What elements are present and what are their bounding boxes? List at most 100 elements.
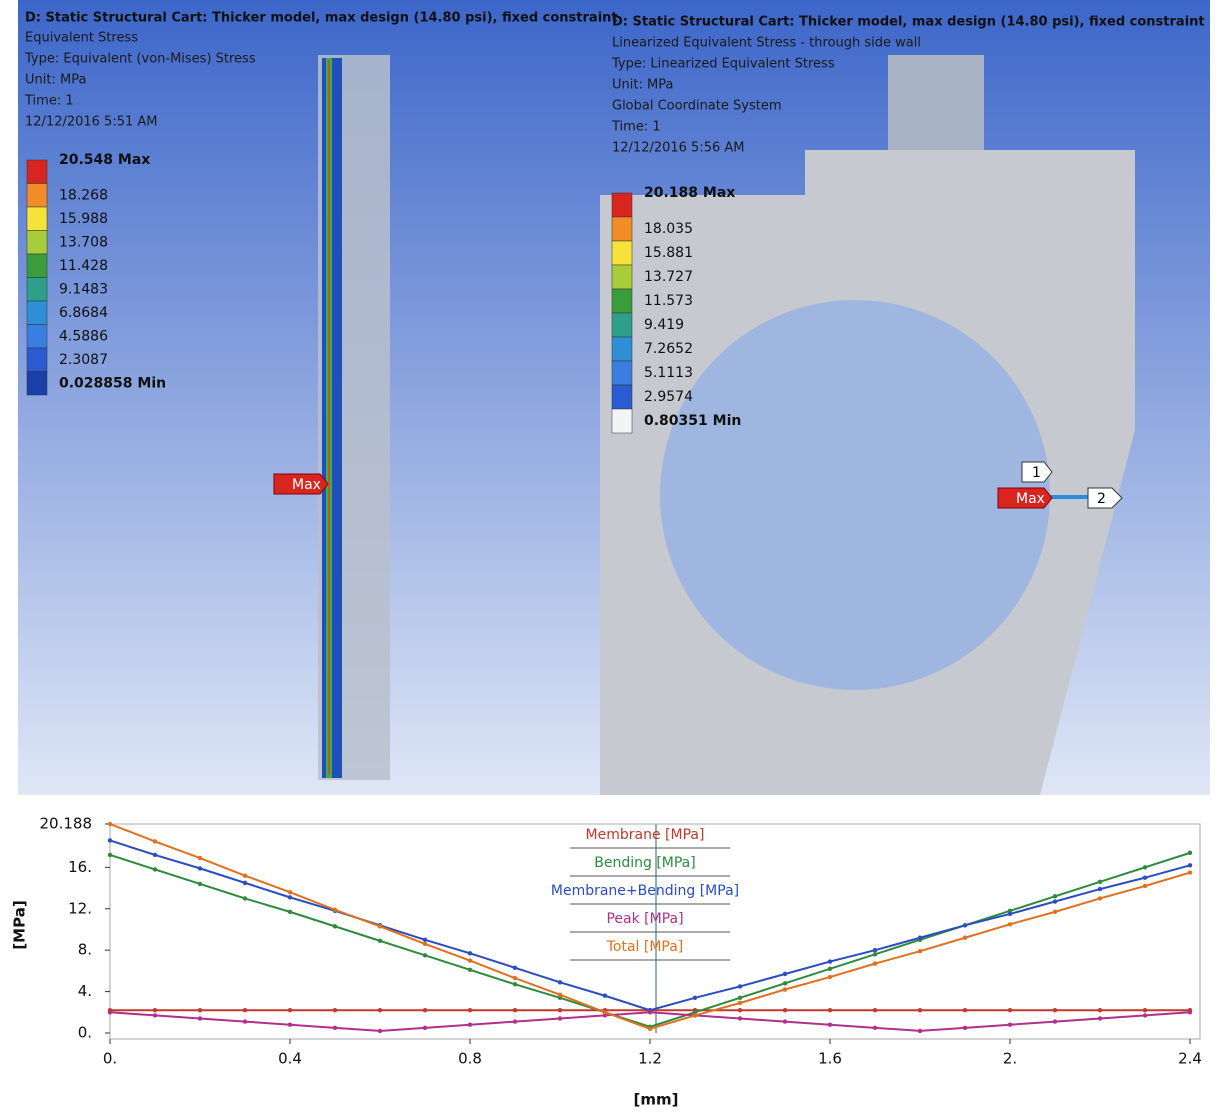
legend-swatch — [612, 313, 632, 337]
data-point — [693, 1013, 697, 1017]
legend-label: 5.1113 — [644, 365, 693, 381]
data-point — [1008, 1023, 1012, 1027]
data-point — [153, 867, 157, 871]
data-point — [153, 1013, 157, 1017]
data-point — [378, 924, 382, 928]
legend-swatch — [27, 348, 47, 372]
data-point — [783, 981, 787, 985]
data-point — [783, 1008, 787, 1012]
data-point — [468, 958, 472, 962]
panel-line: Time: 1 — [611, 120, 661, 135]
legend-swatch — [27, 207, 47, 231]
data-point — [738, 1016, 742, 1020]
data-point — [288, 890, 292, 894]
data-point — [963, 923, 967, 927]
data-point — [738, 996, 742, 1000]
data-point — [873, 1008, 877, 1012]
hole — [660, 300, 1050, 690]
data-point — [1098, 896, 1102, 900]
y-tick-label: 20.188 — [40, 815, 93, 833]
data-point — [198, 1008, 202, 1012]
legend-swatch — [612, 337, 632, 361]
data-point — [423, 942, 427, 946]
legend-entry: Membrane [MPa] — [586, 827, 705, 843]
data-point — [918, 1008, 922, 1012]
data-point — [1143, 865, 1147, 869]
legend-swatch — [612, 241, 632, 265]
data-point — [378, 1008, 382, 1012]
data-point — [1098, 1008, 1102, 1012]
legend-label: 4.5886 — [59, 328, 108, 344]
legend-label: 9.1483 — [59, 281, 108, 297]
panel-line: Time: 1 — [24, 94, 74, 109]
legend-label: 6.8684 — [59, 305, 108, 321]
data-point — [783, 987, 787, 991]
data-point — [828, 967, 832, 971]
legend-label: 7.2652 — [644, 341, 693, 357]
data-point — [648, 1027, 652, 1031]
data-point — [513, 1019, 517, 1023]
data-point — [828, 959, 832, 963]
data-point — [1008, 922, 1012, 926]
data-point — [198, 856, 202, 860]
legend-swatch — [612, 265, 632, 289]
data-point — [918, 949, 922, 953]
data-point — [963, 1026, 967, 1030]
data-point — [828, 1008, 832, 1012]
data-point — [153, 853, 157, 857]
legend-swatch — [27, 160, 47, 184]
data-point — [1008, 912, 1012, 916]
data-point — [873, 961, 877, 965]
panel-line: Global Coordinate System — [612, 99, 781, 114]
y-tick-label: 12. — [68, 899, 92, 917]
x-tick-label: 0.8 — [458, 1050, 482, 1068]
data-point — [1053, 899, 1057, 903]
x-tick-label: 2.4 — [1178, 1050, 1202, 1068]
data-point — [873, 952, 877, 956]
legend-label: 11.573 — [644, 293, 693, 309]
data-point — [513, 982, 517, 986]
data-point — [198, 882, 202, 886]
legend-entry: Peak [MPa] — [606, 911, 683, 927]
data-point — [1098, 1016, 1102, 1020]
data-point — [108, 838, 112, 842]
data-point — [153, 839, 157, 843]
legend-label: 20.188 Max — [644, 185, 735, 201]
data-point — [513, 976, 517, 980]
data-point — [198, 1016, 202, 1020]
legend-label: 9.419 — [644, 317, 684, 333]
legend-swatch — [27, 278, 47, 302]
chart-area — [18, 800, 1210, 1115]
y-tick-label: 4. — [78, 982, 92, 1000]
legend-label: 0.80351 Min — [644, 413, 741, 429]
data-point — [468, 951, 472, 955]
panel-line: Equivalent Stress — [25, 31, 138, 46]
data-point — [468, 1008, 472, 1012]
data-point — [1188, 1010, 1192, 1014]
data-point — [423, 938, 427, 942]
data-point — [513, 1008, 517, 1012]
data-point — [828, 1023, 832, 1027]
data-point — [153, 1008, 157, 1012]
legend-swatch — [27, 301, 47, 325]
data-point — [558, 1008, 562, 1012]
data-point — [693, 996, 697, 1000]
data-point — [558, 980, 562, 984]
data-point — [243, 896, 247, 900]
data-point — [918, 1029, 922, 1033]
panel-line: 12/12/2016 5:56 AM — [612, 141, 745, 156]
legend-swatch — [612, 361, 632, 385]
data-point — [603, 1010, 607, 1014]
data-point — [108, 822, 112, 826]
data-point — [963, 936, 967, 940]
data-point — [1053, 1008, 1057, 1012]
legend-label: 18.268 — [59, 187, 108, 203]
data-point — [738, 1008, 742, 1012]
legend-entry: Membrane+Bending [MPa] — [551, 883, 739, 899]
legend-label: 13.727 — [644, 269, 693, 285]
data-point — [288, 910, 292, 914]
data-point — [1188, 851, 1192, 855]
legend-label: 2.9574 — [644, 389, 693, 405]
y-tick-label: 16. — [68, 858, 92, 876]
data-point — [828, 975, 832, 979]
